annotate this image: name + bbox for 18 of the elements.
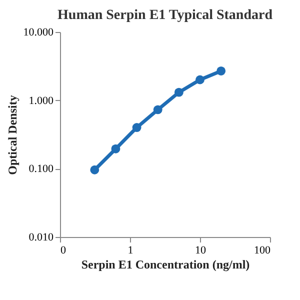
- point: [111, 144, 120, 154]
- y-tick-label: 1.000: [28, 94, 54, 107]
- point: [153, 105, 162, 114]
- y-tick-label: 0.010: [28, 232, 54, 244]
- chart-title: Human Serpin E1 Typical Standard: [58, 8, 273, 23]
- y-tick-label: 10.000: [23, 26, 54, 38]
- point: [216, 66, 226, 76]
- x-tick-label: 100: [254, 244, 271, 256]
- y-tick-label: 0.100: [28, 163, 54, 176]
- point: [132, 123, 142, 132]
- x-axis-title: Serpin E1 Concentration (ng/ml): [81, 258, 250, 272]
- point: [196, 75, 204, 84]
- point: [90, 165, 100, 174]
- point: [174, 88, 184, 97]
- y-axis-title: Optical Density: [5, 95, 20, 175]
- x-tick-label: 1: [128, 244, 134, 256]
- x-tick-label: 10: [195, 244, 206, 256]
- x-tick-label: 0: [60, 244, 66, 256]
